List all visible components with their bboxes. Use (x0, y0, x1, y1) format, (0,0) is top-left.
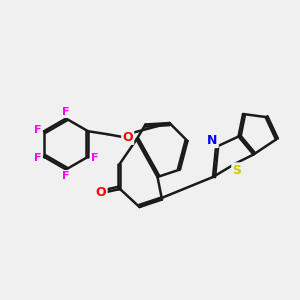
Text: F: F (62, 171, 70, 181)
Text: O: O (122, 131, 133, 144)
Text: F: F (91, 153, 98, 163)
Text: O: O (96, 185, 106, 199)
Text: N: N (207, 134, 218, 147)
Text: F: F (34, 125, 41, 135)
Text: F: F (34, 153, 41, 163)
Text: S: S (232, 164, 242, 177)
Text: F: F (62, 107, 70, 117)
